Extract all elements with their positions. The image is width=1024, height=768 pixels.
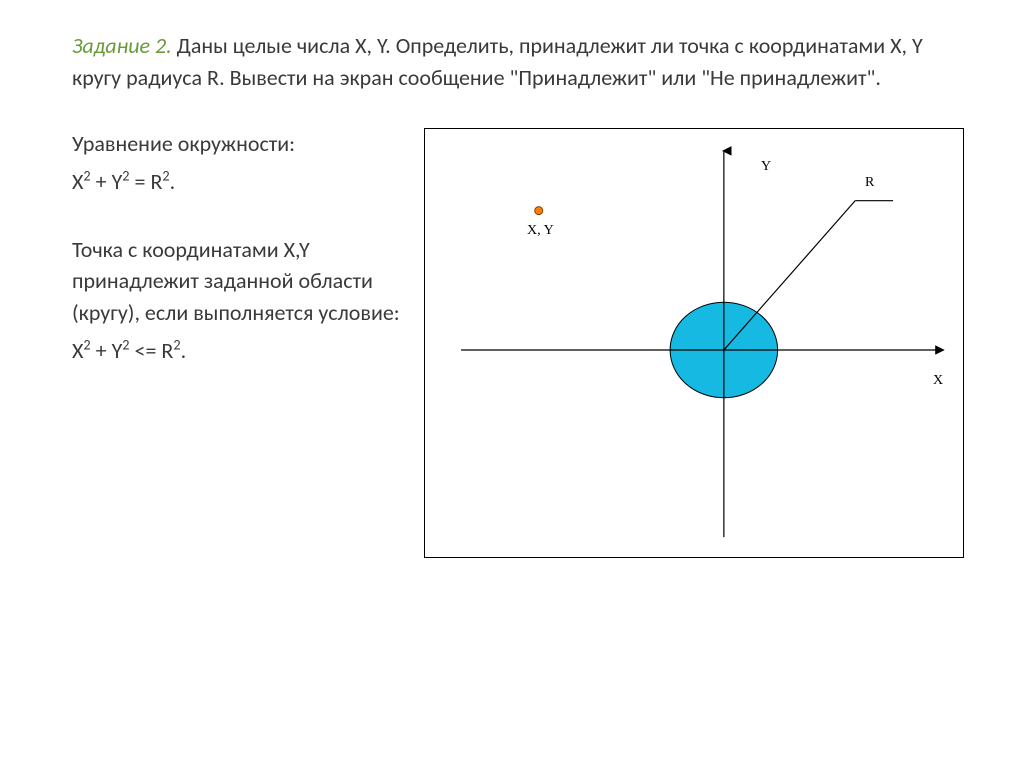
- condition-text: Точка с координатами X,Y принадлежит зад…: [72, 234, 402, 330]
- content-row: Уравнение окружности: X2 + Y2 = R2. Точк…: [72, 128, 964, 558]
- page: Задание 2. Даны целые числа X, Y. Опреде…: [0, 0, 1024, 768]
- label-r: R: [865, 175, 874, 191]
- label-xy: X, Y: [527, 223, 554, 239]
- sample-point: [535, 206, 543, 214]
- left-column: Уравнение окружности: X2 + Y2 = R2. Точк…: [72, 128, 422, 558]
- condition-formula: X2 + Y2 <= R2.: [72, 335, 402, 367]
- spacer: [72, 204, 402, 234]
- equation-formula: X2 + Y2 = R2.: [72, 166, 402, 198]
- diagram-svg: [425, 129, 963, 557]
- task-header: Задание 2. Даны целые числа X, Y. Опреде…: [72, 30, 964, 94]
- task-label: Задание 2.: [72, 32, 172, 59]
- task-text: Даны целые числа X, Y. Определить, прина…: [72, 32, 923, 91]
- diagram: Y X R X, Y: [424, 128, 964, 558]
- label-y: Y: [761, 159, 771, 175]
- equation-title: Уравнение окружности:: [72, 128, 402, 160]
- label-x: X: [933, 373, 943, 389]
- radius-line: [724, 200, 855, 349]
